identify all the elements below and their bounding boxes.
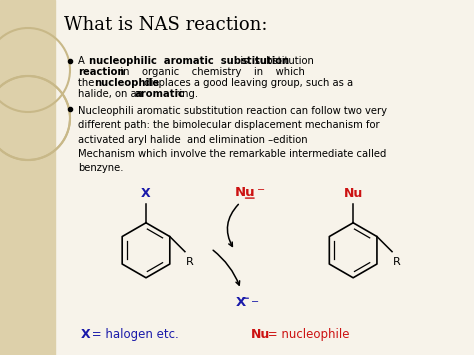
Text: A: A <box>78 56 88 66</box>
Text: Nu: Nu <box>235 186 255 199</box>
Text: X: X <box>236 296 246 310</box>
Text: Nu: Nu <box>344 187 363 200</box>
Text: displaces a good leaving group, such as a: displaces a good leaving group, such as … <box>141 78 353 88</box>
Text: Mechanism which involve the remarkable intermediate called
benzyne.: Mechanism which involve the remarkable i… <box>78 149 386 173</box>
Text: −: − <box>251 297 259 307</box>
Text: reaction: reaction <box>78 67 125 77</box>
Text: in    organic    chemistry    in    which: in organic chemistry in which <box>114 67 305 77</box>
Text: Nucleophili aromatic substitution reaction can follow two very
different path: t: Nucleophili aromatic substitution reacti… <box>78 106 387 145</box>
Text: ring.: ring. <box>172 89 198 99</box>
Text: What is NAS reaction:: What is NAS reaction: <box>64 16 268 34</box>
Text: halide, on an: halide, on an <box>78 89 146 99</box>
Text: −: − <box>257 185 265 195</box>
Text: is  substitution: is substitution <box>234 56 314 66</box>
FancyArrowPatch shape <box>228 204 238 246</box>
Text: = nucleophile: = nucleophile <box>264 328 350 341</box>
Text: X: X <box>141 187 151 200</box>
Text: nucleophile: nucleophile <box>94 78 159 88</box>
Text: X: X <box>81 328 90 341</box>
Text: Nu: Nu <box>251 328 271 341</box>
Bar <box>0 0 55 355</box>
FancyArrowPatch shape <box>213 250 240 285</box>
Text: R: R <box>393 257 401 267</box>
Text: nucleophilic  aromatic  substitution: nucleophilic aromatic substitution <box>89 56 289 66</box>
Text: = halogen etc.: = halogen etc. <box>88 328 178 341</box>
Text: aromatic: aromatic <box>135 89 185 99</box>
Text: the: the <box>78 78 98 88</box>
Text: R: R <box>186 257 193 267</box>
